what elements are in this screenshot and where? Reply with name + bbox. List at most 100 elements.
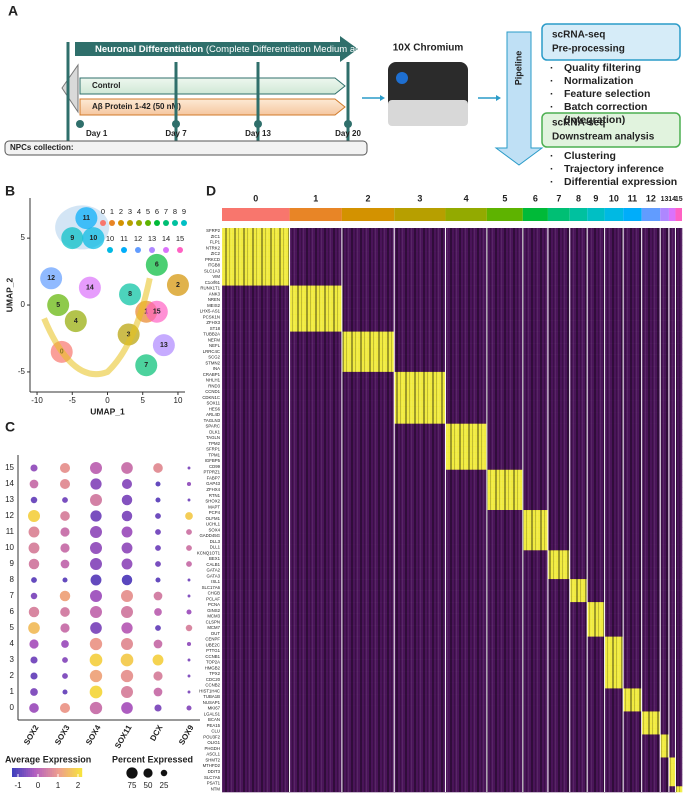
differentiation-title: Neuronal Differentiation	[95, 44, 203, 55]
cluster-label: 11	[628, 193, 638, 203]
y-tick-label: 15	[5, 463, 14, 472]
collection-label: NPCs collection:	[10, 143, 74, 152]
gene-label: CCND1	[205, 389, 220, 394]
gene-label: SPARC	[206, 424, 221, 429]
cluster-bar	[675, 208, 682, 221]
colorbar-segment	[78, 768, 81, 777]
dot	[28, 606, 40, 618]
gene-label: ANK3	[209, 291, 221, 296]
step: Batch correction (Integration)	[548, 101, 660, 127]
dot	[155, 481, 161, 487]
dot	[186, 561, 192, 567]
cluster-bar	[522, 208, 548, 221]
dot	[90, 622, 102, 634]
branch-shape	[61, 63, 79, 114]
dot	[30, 464, 38, 472]
legend-label: 15	[176, 234, 184, 243]
cluster-bar	[623, 208, 642, 221]
dot	[31, 577, 37, 583]
step: Clustering	[548, 150, 678, 163]
gene-label: OLIG1	[207, 740, 220, 745]
gene-label: FLP1	[210, 240, 221, 245]
medium-note: (Complete Differentiation Medium additio…	[206, 44, 386, 55]
cluster-label: 6	[533, 193, 538, 203]
colorbar-segment	[40, 768, 43, 777]
cluster-bar	[289, 208, 342, 221]
legend-label: 1	[110, 207, 114, 216]
legend-label: 2	[119, 207, 123, 216]
cluster-point	[64, 310, 87, 333]
step: Normalization	[548, 75, 660, 88]
dot	[121, 526, 133, 538]
gene-label: NEFL	[209, 343, 221, 348]
legend-swatch	[163, 220, 169, 226]
dot	[90, 510, 102, 522]
legend-swatch	[127, 220, 133, 226]
colorbar-segment	[74, 768, 77, 777]
cluster-label: 10	[609, 193, 619, 203]
day-dot	[76, 120, 84, 128]
dot	[121, 558, 133, 570]
y-axis-label: UMAP_2	[4, 277, 14, 312]
colorbar-segment	[32, 768, 35, 777]
umap-plot: -10-50510-505UMAP_1UMAP_2001122334455667…	[4, 198, 189, 416]
cluster-label: 7	[556, 193, 561, 203]
cluster-label: 6	[155, 262, 159, 269]
size-key-label: 75	[128, 781, 137, 790]
trajectory-arrow	[41, 277, 153, 378]
gene-label: PHGDH	[204, 746, 220, 751]
dot	[187, 466, 191, 470]
dot	[120, 669, 134, 683]
gene-label: DLK1	[209, 429, 220, 434]
dot	[121, 510, 133, 522]
x-tick-label: SOX9	[177, 723, 196, 746]
dot	[60, 543, 70, 553]
day-label: Day 7	[165, 129, 187, 138]
gene-label: GINS2	[207, 608, 221, 613]
cluster-label: 1	[313, 193, 318, 203]
day-dots	[76, 120, 352, 128]
gene-label: TPX2	[209, 671, 220, 676]
dot	[153, 687, 163, 697]
colorbar-segment	[26, 768, 29, 777]
cluster-point	[40, 267, 63, 290]
gene-label: NEFM	[208, 337, 221, 342]
colorbar-segment	[24, 768, 27, 777]
gene-label: RND3	[208, 383, 220, 388]
gene-label: TUBB2A	[203, 332, 220, 337]
cluster-label: 4	[464, 193, 469, 203]
day-label: Day 1	[86, 129, 108, 138]
dot	[60, 607, 70, 617]
legend-swatch	[154, 220, 160, 226]
y-tick-label: 3	[10, 655, 15, 664]
dot	[62, 497, 68, 503]
legend-label: 12	[134, 234, 142, 243]
dot	[121, 606, 133, 618]
cluster-label: 3	[417, 193, 422, 203]
gene-label: PCLAF	[206, 596, 220, 601]
dot	[89, 669, 103, 683]
dot	[154, 704, 162, 712]
gene-label: POU3F2	[203, 734, 220, 739]
dot	[187, 498, 191, 502]
legend-swatch	[135, 247, 141, 253]
cluster-bar	[445, 208, 487, 221]
dot	[90, 558, 102, 570]
legend-swatch	[149, 247, 155, 253]
day-dot	[254, 120, 262, 128]
dot	[89, 637, 103, 651]
legend-swatch	[109, 220, 115, 226]
gene-label: NUSAP1	[203, 700, 221, 705]
dot	[61, 640, 69, 648]
gene-label: CCNB2	[205, 683, 220, 688]
cluster-label: 8	[128, 291, 132, 298]
dot	[28, 558, 40, 570]
panel-label: B	[5, 183, 15, 199]
dot	[59, 478, 71, 490]
y-tick-label: 13	[5, 495, 14, 504]
step: Trajectory inference	[548, 163, 678, 176]
cluster-point	[61, 227, 84, 250]
dot	[153, 591, 163, 601]
legend-label: 4	[137, 207, 141, 216]
